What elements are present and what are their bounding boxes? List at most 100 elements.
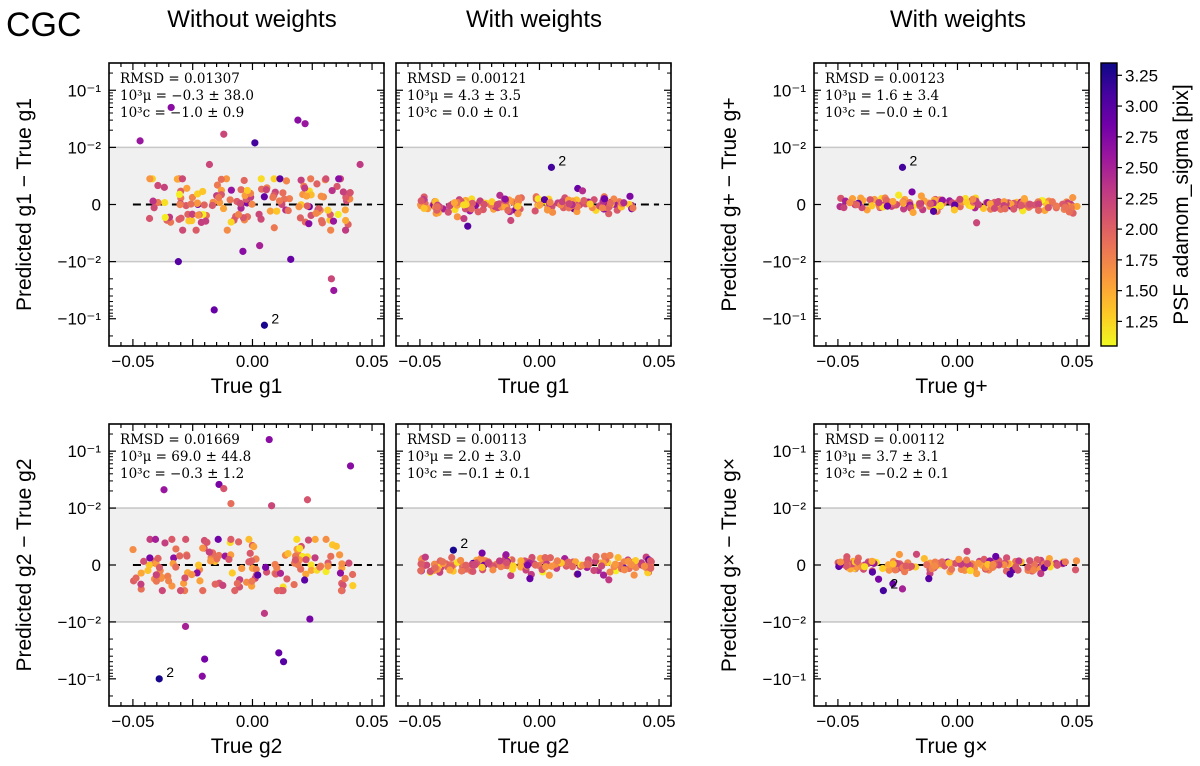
- data-point: [584, 561, 592, 569]
- points: [836, 163, 1081, 227]
- data-point: [226, 196, 234, 204]
- data-point: [205, 548, 213, 556]
- data-point: [178, 175, 187, 183]
- data-point: [336, 551, 344, 559]
- data-point: [203, 538, 211, 546]
- colorbar-tick-label: 2.75: [1125, 128, 1158, 147]
- x-tick-label: 0.00: [941, 712, 974, 731]
- data-point: [192, 226, 200, 234]
- data-point: [227, 535, 235, 543]
- x-tick-label: 0.05: [642, 712, 675, 731]
- data-point: [962, 556, 971, 564]
- data-point: [973, 569, 981, 578]
- data-point: [597, 562, 606, 570]
- data-point: [302, 192, 311, 200]
- data-point: [346, 189, 354, 197]
- y-tick-label: −10⁻²: [58, 253, 102, 272]
- data-point: [1017, 202, 1025, 210]
- y-axis-label: Predicted g2 − True g2: [13, 458, 36, 671]
- data-point: [842, 562, 850, 570]
- data-point: [342, 193, 350, 201]
- x-tick-label: 0.00: [941, 352, 974, 371]
- data-point: [879, 587, 887, 595]
- data-point: [992, 552, 1000, 561]
- data-point: [170, 554, 178, 562]
- data-point: [145, 214, 154, 223]
- data-point: [646, 557, 654, 565]
- colorbar-tick-label: 2.25: [1125, 189, 1158, 208]
- data-point: [507, 571, 515, 580]
- y-tick-label: 10⁻²: [67, 138, 101, 157]
- data-point: [990, 204, 999, 212]
- data-point: [269, 193, 277, 201]
- data-point: [176, 552, 184, 560]
- data-point: [307, 566, 315, 574]
- x-axis-label: True g×: [915, 735, 987, 758]
- data-point: [146, 554, 154, 562]
- data-point: [578, 187, 587, 195]
- data-point: [154, 554, 162, 562]
- data-point: [137, 569, 145, 577]
- data-point: [215, 194, 223, 202]
- data-point: [963, 547, 971, 555]
- data-point: [168, 582, 176, 590]
- data-point: [962, 198, 971, 206]
- data-point: [1072, 557, 1081, 565]
- data-point: [339, 188, 347, 196]
- annotation-line: 10³μ = 69.0 ± 44.8: [120, 449, 251, 465]
- data-point: [176, 201, 184, 209]
- data-point: [329, 217, 338, 225]
- data-point: [282, 177, 291, 185]
- data-point: [227, 186, 235, 194]
- data-point: [453, 213, 461, 221]
- data-point: [167, 103, 175, 112]
- data-point: [284, 206, 292, 215]
- data-point: [606, 568, 614, 576]
- data-point: [311, 554, 319, 562]
- annotation-line: 10³c = 0.0 ± 0.1: [407, 105, 520, 121]
- data-point: [146, 535, 154, 543]
- data-point: [199, 544, 207, 552]
- data-point: [912, 550, 921, 558]
- data-point: [902, 562, 910, 570]
- data-point: [626, 192, 634, 200]
- data-point: [1015, 557, 1023, 565]
- data-point: [898, 585, 907, 593]
- data-point: [210, 306, 218, 314]
- data-point: [233, 579, 241, 588]
- data-point: [450, 199, 459, 207]
- data-point: [931, 562, 939, 570]
- column-title-2: With weights: [466, 6, 602, 33]
- data-point: [132, 574, 140, 582]
- data-point: [1024, 563, 1032, 571]
- data-point: [270, 175, 278, 183]
- data-point: [293, 535, 301, 543]
- y-axis-label: Predicted g+ − True g+: [718, 97, 741, 311]
- data-point: [301, 576, 309, 584]
- data-point: [907, 562, 916, 570]
- data-point: [980, 555, 988, 563]
- data-point: [213, 555, 221, 563]
- data-point: [260, 609, 269, 617]
- colorbar-tick-label: 2.00: [1125, 220, 1158, 239]
- data-point: [273, 564, 281, 572]
- data-point: [236, 199, 245, 207]
- data-point: [181, 574, 189, 582]
- data-point: [558, 198, 566, 206]
- data-point: [1010, 205, 1018, 213]
- data-point: [974, 200, 983, 209]
- data-point: [146, 175, 154, 183]
- data-point: [449, 546, 457, 554]
- data-point: [155, 675, 163, 683]
- data-point: [183, 552, 191, 560]
- data-point: [337, 587, 346, 595]
- annotation-line: 10³μ = 4.3 ± 3.5: [407, 88, 521, 104]
- data-point: [199, 187, 207, 196]
- colorbar-tick-label: 3.00: [1125, 97, 1158, 116]
- y-tick-label: −10⁻²: [763, 613, 807, 632]
- data-point: [1044, 204, 1052, 212]
- data-point: [294, 116, 302, 124]
- data-point: [285, 195, 294, 203]
